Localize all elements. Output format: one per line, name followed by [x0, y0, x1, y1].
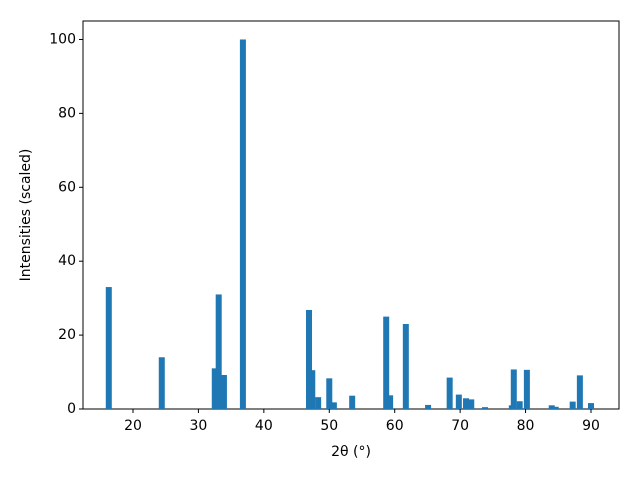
- bar: [105, 287, 112, 409]
- bar: [516, 401, 523, 409]
- y-axis-label: Intensities (scaled): [18, 149, 34, 282]
- bar: [587, 403, 594, 409]
- x-tick-label: 30: [190, 418, 208, 434]
- bar: [387, 395, 394, 409]
- x-tick-label: 80: [517, 418, 535, 434]
- bar: [482, 407, 488, 409]
- y-tick-label: 80: [58, 105, 76, 121]
- bar: [548, 405, 555, 409]
- y-tick-label: 60: [58, 179, 76, 195]
- bar: [523, 369, 530, 409]
- bar: [309, 370, 316, 409]
- x-tick-label: 70: [451, 418, 469, 434]
- bar: [455, 394, 462, 409]
- x-tick-label: 50: [320, 418, 338, 434]
- bar: [463, 398, 470, 409]
- bar: [239, 39, 246, 409]
- y-tick-label: 100: [49, 31, 76, 47]
- bar: [305, 309, 312, 409]
- bar: [220, 375, 227, 409]
- bar: [349, 395, 356, 409]
- y-tick-label: 40: [58, 253, 76, 269]
- bar: [425, 404, 432, 409]
- bar: [330, 402, 337, 409]
- plot-frame: [82, 20, 620, 410]
- bar: [211, 368, 218, 409]
- bar: [552, 406, 559, 409]
- bar: [402, 324, 409, 409]
- bar: [326, 378, 333, 409]
- x-tick-label: 40: [255, 418, 273, 434]
- x-tick-label: 90: [582, 418, 600, 434]
- bar: [468, 399, 475, 409]
- y-tick-label: 0: [67, 401, 76, 417]
- bar: [510, 369, 517, 409]
- y-tick-label: 20: [58, 327, 76, 343]
- bar: [569, 401, 576, 409]
- x-axis-label: 2θ (°): [331, 444, 371, 460]
- bar: [446, 377, 453, 409]
- bar: [315, 397, 322, 409]
- x-tick-label: 60: [386, 418, 404, 434]
- bar: [576, 375, 583, 409]
- bar: [215, 294, 222, 409]
- bar: [383, 316, 390, 409]
- bar: [158, 357, 165, 409]
- x-tick-label: 20: [124, 418, 142, 434]
